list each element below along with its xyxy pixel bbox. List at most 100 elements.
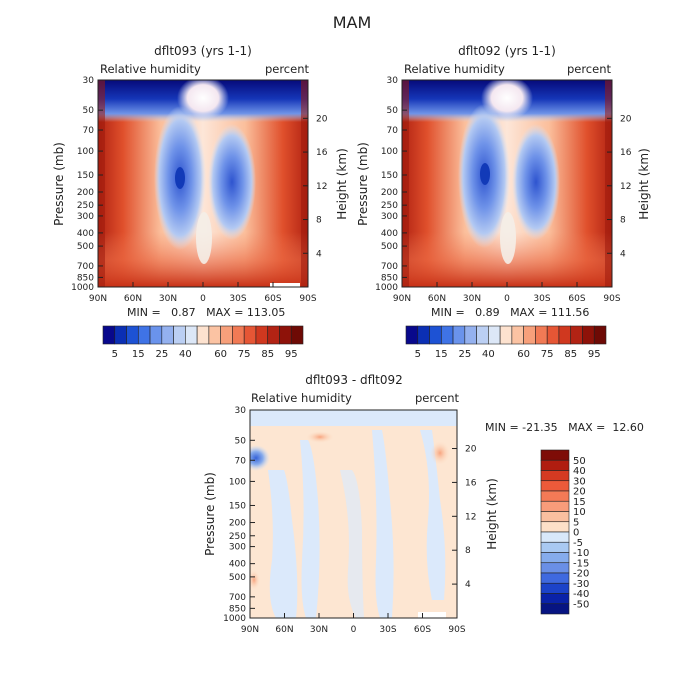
colorbar-label: 15: [435, 349, 448, 360]
y2-tick-label: 4: [620, 249, 626, 259]
colorbar-swatch: [161, 325, 174, 345]
colorbar-swatch: [582, 325, 595, 345]
variable-label: Relative humidity: [251, 391, 352, 405]
colorbar-label: 30: [573, 476, 586, 487]
y2-tick-label: 20: [316, 114, 328, 124]
colorbar-swatch: [570, 325, 583, 345]
y-tick-label: 400: [77, 229, 94, 239]
y2-tick-label: 8: [620, 216, 626, 226]
y2-tick-label: 12: [316, 182, 327, 192]
colorbar-label: 25: [458, 349, 471, 360]
y-tick-label: 500: [77, 242, 94, 252]
y-tick-label: 400: [229, 560, 246, 570]
x-tick-label: 30S: [533, 294, 550, 304]
y-tick-label: 50: [83, 106, 95, 116]
y-tick-label: 70: [83, 126, 95, 136]
colorbar-swatch: [540, 490, 570, 502]
colorbar-swatch: [540, 552, 570, 564]
min-max-stats: MIN = 0.89 MAX = 111.56: [431, 306, 589, 319]
panel-dflt093: dflt093 (yrs 1-1) Relative humidity perc…: [52, 44, 349, 319]
colorbar-swatch: [173, 325, 186, 345]
variable-label: Relative humidity: [404, 62, 505, 76]
y-tick-label: 150: [229, 501, 246, 511]
y-tick-label: 200: [77, 188, 94, 198]
colorbar-swatch: [114, 325, 127, 345]
colorbar-swatch: [511, 325, 524, 345]
y-tick-label: 200: [381, 188, 398, 198]
y-tick-label: 700: [229, 593, 246, 603]
x-tick-label: 90N: [89, 294, 107, 304]
contour-field: [98, 80, 308, 287]
colorbar-swatch: [488, 325, 501, 345]
min-max-stats: MIN = -21.35 MAX = 12.60: [485, 421, 644, 434]
colorbar-swatch: [546, 325, 560, 345]
y2-tick-label: 8: [465, 546, 471, 556]
colorbar-label: 75: [238, 349, 251, 360]
colorbar-label: 50: [573, 456, 586, 467]
colorbar-swatch: [149, 325, 163, 345]
colorbar-swatch: [220, 325, 233, 345]
panel-difference: dflt093 - dflt092 Relative humidity perc…: [203, 373, 644, 635]
colorbar-swatch: [137, 325, 151, 345]
y-tick-label: 30: [83, 76, 95, 86]
colorbar-label: 40: [482, 349, 495, 360]
y2-tick-label: 16: [620, 148, 632, 158]
y-tick-label: 850: [229, 604, 246, 614]
colorbar-swatch: [558, 325, 572, 345]
y-tick-label: 200: [229, 519, 246, 529]
colorbar-swatch: [540, 500, 570, 512]
colorbar-label: -10: [573, 548, 589, 559]
y2-tick-label: 8: [316, 216, 322, 226]
x-tick-label: 60S: [264, 294, 281, 304]
y-tick-label: 1000: [223, 614, 246, 624]
y2-tick-label: 16: [316, 148, 328, 158]
contour-field: [402, 80, 612, 287]
x-tick-label: 0: [200, 294, 206, 304]
colorbar-label: 95: [285, 349, 298, 360]
x-tick-label: 30N: [159, 294, 177, 304]
colorbar-swatch: [540, 521, 570, 533]
colorbar-swatch: [279, 325, 292, 345]
x-tick-label: 90N: [241, 625, 259, 635]
colorbar-swatch: [540, 593, 570, 605]
colorbar-label: 15: [132, 349, 145, 360]
colorbar-label: 5: [112, 349, 118, 360]
colorbar-swatch: [476, 325, 489, 345]
y2-axis-label: Height (km): [637, 148, 651, 219]
colorbar-swatch: [540, 572, 570, 584]
colorbar-swatch: [523, 325, 536, 345]
y-tick-label: 700: [381, 262, 398, 272]
colorbar-swatch: [540, 582, 570, 594]
x-tick-label: 60S: [568, 294, 585, 304]
y-tick-label: 70: [387, 126, 399, 136]
colorbar-dflt092: 5 15 25 40 60 75 85 95: [405, 325, 607, 360]
colorbar-swatch: [540, 603, 570, 615]
colorbar-label: 10: [573, 507, 586, 518]
y-tick-label: 150: [381, 171, 398, 181]
x-tick-label: 0: [504, 294, 510, 304]
y-tick-label: 250: [77, 201, 94, 211]
panel-title: dflt092 (yrs 1-1): [458, 44, 556, 58]
colorbar-label: 0: [573, 528, 579, 539]
y-tick-label: 500: [381, 242, 398, 252]
x-tick-label: 60N: [428, 294, 446, 304]
colorbar-swatch: [540, 459, 570, 471]
panel-title: dflt093 - dflt092: [305, 373, 403, 387]
colorbar-label: 95: [588, 349, 601, 360]
colorbar-swatch: [243, 325, 257, 345]
y2-tick-label: 12: [620, 182, 631, 192]
y-tick-label: 300: [381, 212, 398, 222]
colorbar-label: 40: [573, 466, 586, 477]
y-axis-label: Pressure (mb): [203, 472, 217, 556]
x-tick-label: 90S: [603, 294, 620, 304]
x-tick-label: 90S: [448, 625, 465, 635]
panel-title: dflt093 (yrs 1-1): [154, 44, 252, 58]
colorbar-swatch: [540, 449, 570, 461]
colorbar-swatch: [232, 325, 245, 345]
colorbar-swatch: [464, 325, 477, 345]
colorbar-label: -15: [573, 558, 589, 569]
colorbar-swatch: [405, 325, 419, 345]
x-tick-label: 60N: [124, 294, 142, 304]
